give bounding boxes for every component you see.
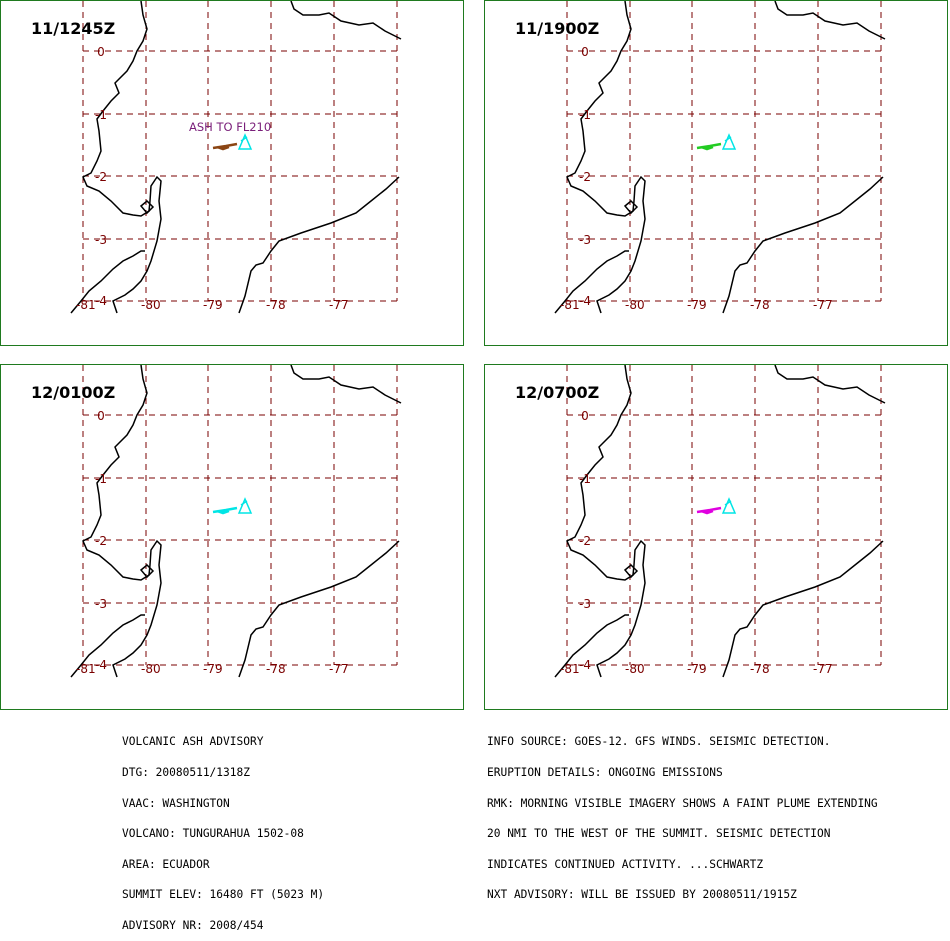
map-canvas: 0 -1 -2 -3 -4-81 -80 -79 -78 -77 [554,365,886,678]
coastline [554,250,629,314]
coastline [774,1,886,40]
coastline [566,365,646,678]
longitude-label: -79 [203,662,223,676]
coastline [290,1,402,40]
latitude-label: -3 [579,597,591,611]
longitude-label: -80 [141,662,161,676]
ash-plume [212,506,238,515]
longitude-label: -81 [560,662,580,676]
coastline [722,176,884,314]
ash-plume [696,506,722,515]
volcano-marker [721,133,737,150]
latitude-label: 0 [581,45,589,59]
longitude-label: -81 [76,298,96,312]
map-canvas: 0 -1 -2 -3 -4-81 -80 -79 -78 -77 [554,1,886,314]
longitude-label: -81 [560,298,580,312]
latitude-label: -4 [95,294,107,308]
longitude-label: -78 [750,298,770,312]
coastline [554,614,629,678]
panel-timestamp: 11/1900Z [515,19,600,38]
coastline [70,250,145,314]
latitude-label: -2 [579,534,591,548]
coastline [623,563,639,579]
latitude-label: -1 [579,108,591,122]
longitude-label: -78 [750,662,770,676]
latitude-label: -4 [579,658,591,672]
advisory-line: ADVISORY NR: 2008/454 [122,918,264,932]
advisory-line: ERUPTION DETAILS: ONGOING EMISSIONS [487,766,723,779]
map-panel: 0 -1 -2 -3 -4 -81 -80 -79 -78 -77 12/0100Z [0,364,464,710]
latitude-label: -1 [579,472,591,486]
longitude-label: -77 [813,298,833,312]
panel-timestamp: 12/0700Z [515,383,600,402]
latitude-label: -2 [95,170,107,184]
coastline [566,1,646,314]
ash-plume [212,142,238,151]
ash-plume-label: ASH TO FL210 [189,120,271,134]
volcano-marker [237,133,253,150]
coastline [139,199,155,215]
coastline [238,176,400,314]
advisory-line: SUMMIT ELEV: 16480 FT (5023 M) [122,888,325,902]
longitude-label: -77 [329,662,349,676]
longitude-label: -79 [687,662,707,676]
latitude-label: 0 [97,45,105,59]
coastline [290,365,402,404]
coastline [139,563,155,579]
latitude-label: 0 [97,409,105,423]
latitude-label: -2 [579,170,591,184]
longitude-label: -79 [687,298,707,312]
advisory-line: INFO SOURCE: GOES-12. GFS WINDS. SEISMIC… [487,735,831,749]
longitude-label: -79 [203,298,223,312]
longitude-label: -77 [329,298,349,312]
advisory-left: VOLCANIC ASH ADVISORY DTG: 20080511/1318… [122,717,324,941]
volcano-marker [237,497,253,514]
map-panel: 0 -1 -2 -3 -4 -81 -80 -79 -78 -77 ASH TO FL210 11/… [0,0,464,346]
longitude-label: -80 [625,662,645,676]
longitude-label: -80 [625,298,645,312]
panel-timestamp: 12/0100Z [31,383,116,402]
coastline [722,540,884,678]
coastline [238,540,400,678]
latitude-label: -1 [95,472,107,486]
advisory-line: VOLCANIC ASH ADVISORY [122,735,264,749]
coastline [82,1,162,314]
advisory-line: 20 NMI TO THE WEST OF THE SUMMIT. SEISMI… [487,827,831,841]
coastline [70,614,145,678]
volcano-marker [721,497,737,514]
map-panel: 0 -1 -2 -3 -4 -81 -80 -79 -78 -77 12/0700Z [484,364,948,710]
advisory-line: AREA: ECUADOR [122,857,210,871]
latitude-label: 0 [581,409,589,423]
coastline [623,199,639,215]
longitude-label: -81 [76,662,96,676]
longitude-label: -80 [141,298,161,312]
map-panel: 0 -1 -2 -3 -4 -81 -80 -79 -78 -77 11/1900Z [484,0,948,346]
advisory-line: VAAC: WASHINGTON [122,796,230,810]
longitude-label: -77 [813,662,833,676]
latitude-label: -3 [579,233,591,247]
advisory-line: INDICATES CONTINUED ACTIVITY. ...SCHWART… [487,857,764,871]
coastline [774,365,886,404]
latitude-label: -1 [95,108,107,122]
panel-timestamp: 11/1245Z [31,19,116,38]
advisory-line: DTG: 20080511/1318Z [122,766,250,779]
latitude-label: -4 [95,658,107,672]
map-canvas: 0 -1 -2 -3 -4-81 -80 -79 -78 -77 [70,365,402,678]
advisory-line: VOLCANO: TUNGURAHUA 1502-08 [122,827,304,841]
longitude-label: -78 [266,298,286,312]
latitude-label: -2 [95,534,107,548]
latitude-label: -3 [95,597,107,611]
advisory-right: INFO SOURCE: GOES-12. GFS WINDS. SEISMIC… [487,717,878,911]
advisory-line: RMK: MORNING VISIBLE IMAGERY SHOWS A FAI… [487,796,878,810]
latitude-label: -3 [95,233,107,247]
coastline [82,365,162,678]
longitude-label: -78 [266,662,286,676]
ash-plume [696,142,722,151]
latitude-label: -4 [579,294,591,308]
advisory-line: NXT ADVISORY: WILL BE ISSUED BY 20080511… [487,888,797,902]
map-canvas: 0 -1 -2 -3 -4-81 -80 -79 -78 -77 ASH TO FL210 [70,1,402,314]
